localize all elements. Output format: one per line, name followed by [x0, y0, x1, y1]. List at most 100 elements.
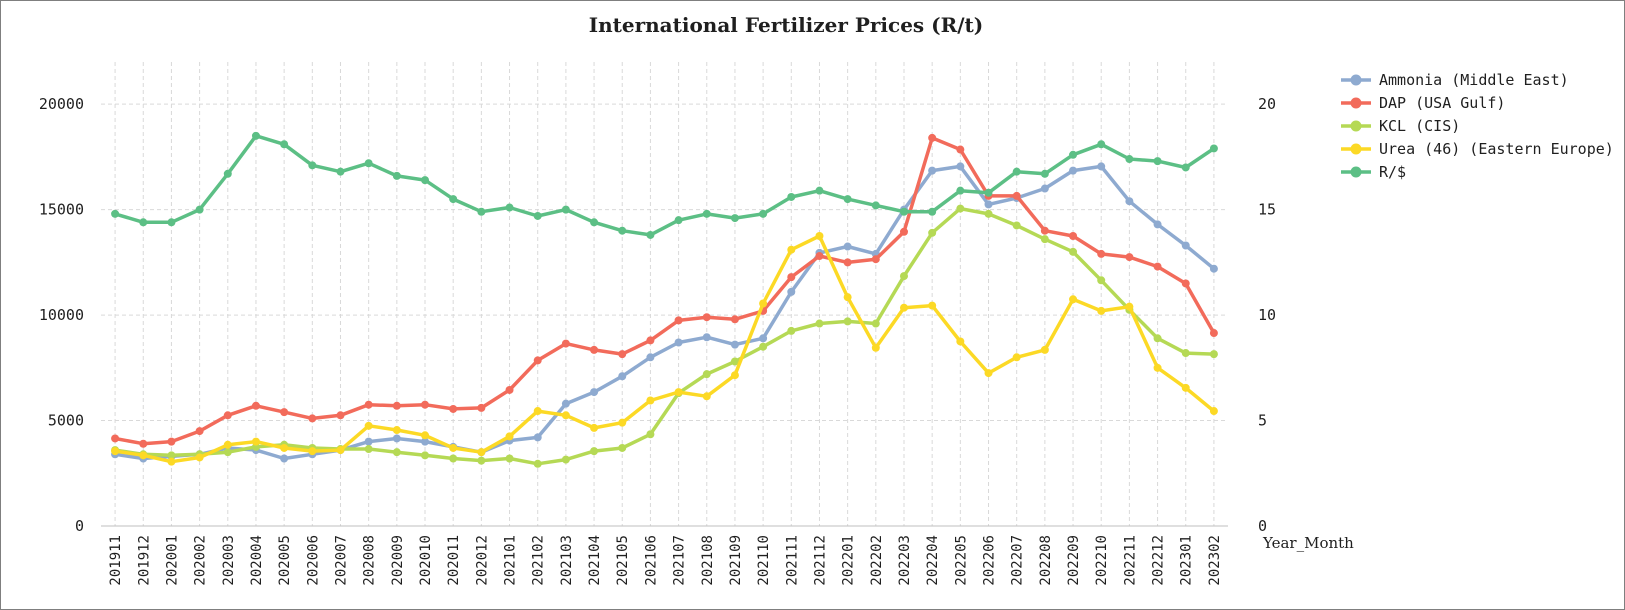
data-point — [533, 211, 542, 220]
data-point — [1040, 226, 1049, 235]
data-point — [223, 440, 232, 449]
x-tick-label: 202205 — [953, 535, 969, 586]
data-point — [280, 408, 289, 417]
x-tick-label: 202004 — [249, 535, 265, 586]
data-point — [139, 218, 148, 227]
data-point — [1153, 220, 1162, 229]
x-tick-label: 202208 — [1038, 535, 1054, 586]
data-point — [730, 340, 739, 349]
legend-label: KCL (CIS) — [1379, 117, 1460, 135]
data-point — [364, 437, 373, 446]
grid — [101, 62, 1228, 526]
data-point — [1040, 184, 1049, 193]
data-point — [336, 411, 345, 420]
data-point — [1181, 279, 1190, 288]
data-point — [730, 315, 739, 324]
data-point — [871, 343, 880, 352]
data-point — [1125, 197, 1134, 206]
legend-label: Ammonia (Middle East) — [1379, 71, 1569, 89]
x-tick-label: 202212 — [1151, 535, 1167, 586]
series-0 — [111, 162, 1218, 463]
x-tick-label: 202005 — [277, 535, 293, 586]
series-2 — [111, 204, 1218, 468]
x-tick-label: 202108 — [700, 535, 716, 586]
data-point — [702, 392, 711, 401]
data-point — [815, 252, 824, 261]
x-tick-label: 202202 — [869, 535, 885, 586]
data-point — [618, 418, 627, 427]
data-point — [111, 209, 120, 218]
y2-tick-label: 15 — [1258, 201, 1276, 219]
data-point — [477, 448, 486, 457]
data-point — [251, 401, 260, 410]
data-point — [590, 345, 599, 354]
data-point — [702, 333, 711, 342]
data-point — [421, 431, 430, 440]
data-point — [1209, 264, 1218, 273]
legend-item: Ammonia (Middle East) — [1341, 71, 1569, 89]
data-point — [984, 200, 993, 209]
data-point — [730, 357, 739, 366]
data-point — [561, 455, 570, 464]
series-line — [114, 206, 1214, 466]
data-point — [1209, 144, 1218, 153]
data-point — [787, 326, 796, 335]
data-point — [843, 242, 852, 251]
data-point — [280, 443, 289, 452]
data-point — [984, 369, 993, 378]
data-point — [815, 232, 824, 240]
data-point — [1153, 262, 1162, 271]
data-point — [759, 334, 768, 343]
data-point — [984, 209, 993, 218]
data-point — [674, 216, 683, 225]
data-point — [590, 423, 599, 432]
legend-marker — [1350, 97, 1362, 109]
y2-tick-label: 20 — [1258, 95, 1276, 113]
x-tick-label: 202003 — [221, 535, 237, 586]
x-tick-label: 202103 — [559, 535, 575, 586]
data-point — [1097, 276, 1106, 285]
data-point — [646, 353, 655, 362]
data-point — [956, 162, 965, 171]
series-line — [114, 234, 1216, 464]
data-point — [561, 411, 570, 420]
data-point — [477, 207, 486, 216]
data-point — [618, 443, 627, 452]
data-point — [421, 437, 430, 446]
data-point — [505, 203, 514, 212]
data-point — [1125, 302, 1134, 311]
data-point — [759, 209, 768, 218]
data-point — [702, 313, 711, 322]
data-point — [928, 166, 937, 175]
data-point — [871, 319, 880, 328]
data-point — [421, 176, 430, 185]
x-tick-label: 202109 — [728, 535, 744, 586]
data-point — [1125, 155, 1134, 164]
data-point — [421, 400, 430, 409]
data-point — [561, 399, 570, 408]
data-point — [956, 204, 965, 213]
data-point — [1012, 167, 1021, 176]
data-point — [956, 145, 965, 154]
data-point — [1069, 166, 1078, 175]
x-tick-label: 202105 — [615, 535, 631, 586]
legend-marker — [1350, 143, 1362, 155]
x-tick-label: 202104 — [587, 535, 603, 586]
x-tick-label: 202101 — [503, 535, 519, 586]
data-point — [533, 407, 542, 416]
data-point — [928, 301, 937, 310]
data-point — [308, 414, 317, 423]
data-point — [364, 400, 373, 409]
data-point — [139, 439, 148, 448]
data-point — [1040, 169, 1049, 178]
data-point — [1097, 162, 1106, 171]
data-point — [1181, 163, 1190, 172]
y-tick-label: 0 — [75, 517, 84, 535]
data-point — [364, 421, 373, 430]
data-point — [1012, 191, 1021, 200]
data-point — [223, 448, 232, 457]
data-point — [815, 186, 824, 195]
data-point — [956, 186, 965, 195]
data-point — [533, 433, 542, 442]
